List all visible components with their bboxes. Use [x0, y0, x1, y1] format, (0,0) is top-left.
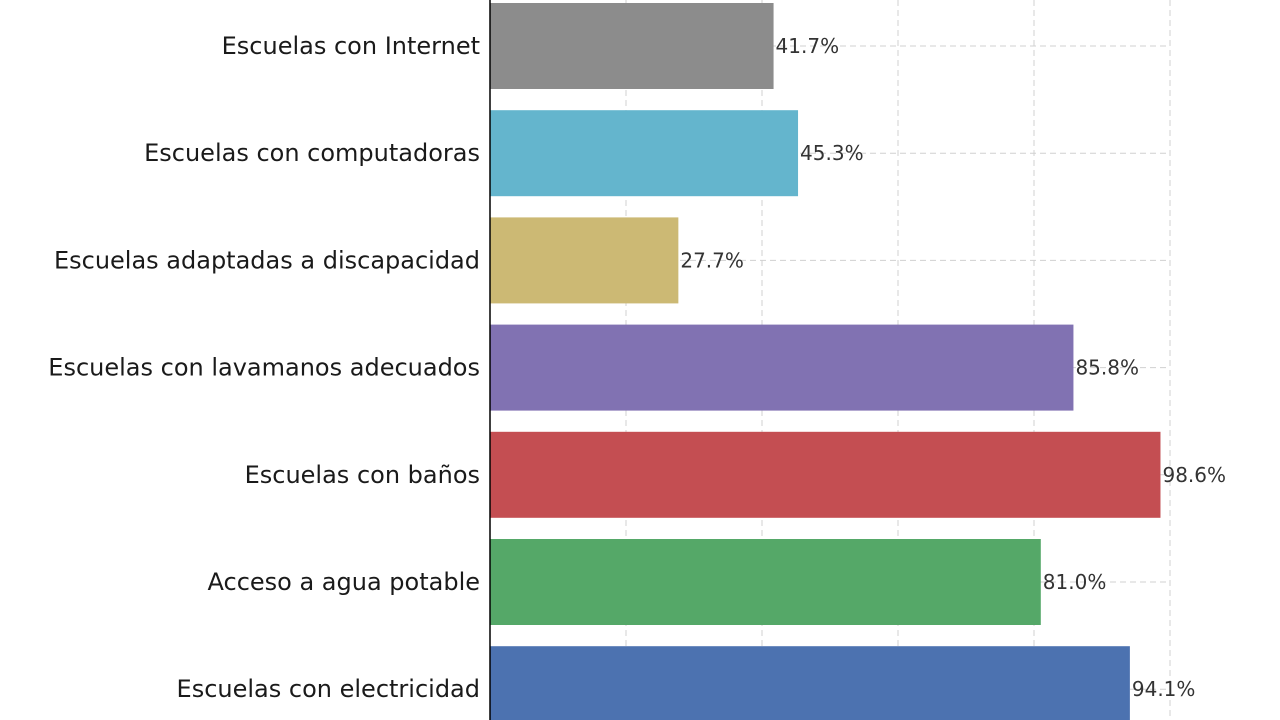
value-label: 27.7% — [680, 248, 744, 272]
category-label: Acceso a agua potable — [208, 568, 481, 596]
category-label: Escuelas con lavamanos adecuados — [48, 354, 480, 382]
bar — [490, 431, 1161, 518]
bar — [490, 3, 774, 89]
value-label: 98.6% — [1162, 463, 1226, 487]
bar — [490, 646, 1130, 720]
bar — [490, 110, 799, 197]
value-label: 45.3% — [800, 141, 864, 165]
category-label: Escuelas con baños — [245, 461, 480, 489]
category-label: Escuelas adaptadas a discapacidad — [54, 246, 480, 274]
value-label: 94.1% — [1132, 677, 1196, 701]
category-label: Escuelas con computadoras — [144, 139, 480, 167]
value-label: 85.8% — [1075, 356, 1139, 380]
category-labels: Escuelas con Internet Escuelas con comput… — [48, 32, 480, 703]
bars — [490, 3, 1161, 720]
category-label: Escuelas con electricidad — [177, 675, 480, 703]
bar — [490, 539, 1041, 625]
bar — [490, 217, 679, 304]
value-label: 41.7% — [776, 34, 840, 58]
value-label: 81.0% — [1043, 570, 1107, 594]
category-label: Escuelas con Internet — [222, 32, 480, 60]
value-labels: 41.7% 45.3% 27.7% 85.8% 98.6% 81.0% 94.1% — [680, 34, 1226, 701]
bar — [490, 324, 1074, 411]
